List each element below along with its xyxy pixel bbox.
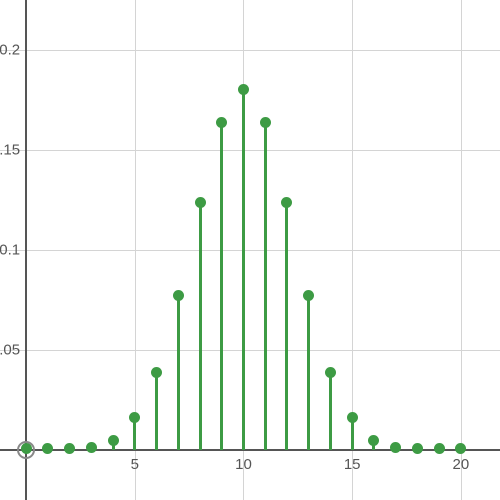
stem-chart: 5 10 15 20 .05 0.1 .15 0.2	[0, 0, 500, 500]
data-marker	[42, 443, 53, 454]
stem	[177, 295, 180, 450]
data-marker	[216, 117, 227, 128]
data-marker	[347, 412, 358, 423]
grid-horizontal	[0, 250, 500, 251]
y-tick-label: 0.1	[0, 242, 20, 259]
x-tick-label: 20	[453, 456, 470, 473]
data-marker	[303, 290, 314, 301]
data-marker	[368, 435, 379, 446]
data-marker	[455, 443, 466, 454]
data-marker	[151, 367, 162, 378]
data-marker	[108, 435, 119, 446]
stem	[199, 202, 202, 450]
origin-marker	[17, 441, 35, 459]
data-marker	[195, 197, 206, 208]
stem	[285, 202, 288, 450]
x-axis	[0, 449, 500, 451]
stem	[329, 372, 332, 450]
data-marker	[86, 442, 97, 453]
data-marker	[281, 197, 292, 208]
stem	[264, 122, 267, 450]
data-marker	[325, 367, 336, 378]
y-axis	[25, 0, 27, 500]
x-tick-label: 5	[131, 456, 139, 473]
data-marker	[173, 290, 184, 301]
y-tick-label: 0.2	[0, 42, 20, 59]
stem	[155, 372, 158, 450]
grid-horizontal	[0, 350, 500, 351]
x-tick-label: 10	[235, 456, 252, 473]
data-marker	[64, 443, 75, 454]
y-tick-label: .15	[0, 142, 20, 159]
stem	[220, 122, 223, 450]
data-marker	[238, 84, 249, 95]
data-marker	[260, 117, 271, 128]
grid-horizontal	[0, 50, 500, 51]
y-tick-label: .05	[0, 342, 20, 359]
data-marker	[412, 443, 423, 454]
data-marker	[129, 412, 140, 423]
data-marker	[434, 443, 445, 454]
stem	[307, 295, 310, 450]
grid-horizontal	[0, 150, 500, 151]
x-tick-label: 15	[344, 456, 361, 473]
data-marker	[390, 442, 401, 453]
stem	[242, 90, 245, 450]
